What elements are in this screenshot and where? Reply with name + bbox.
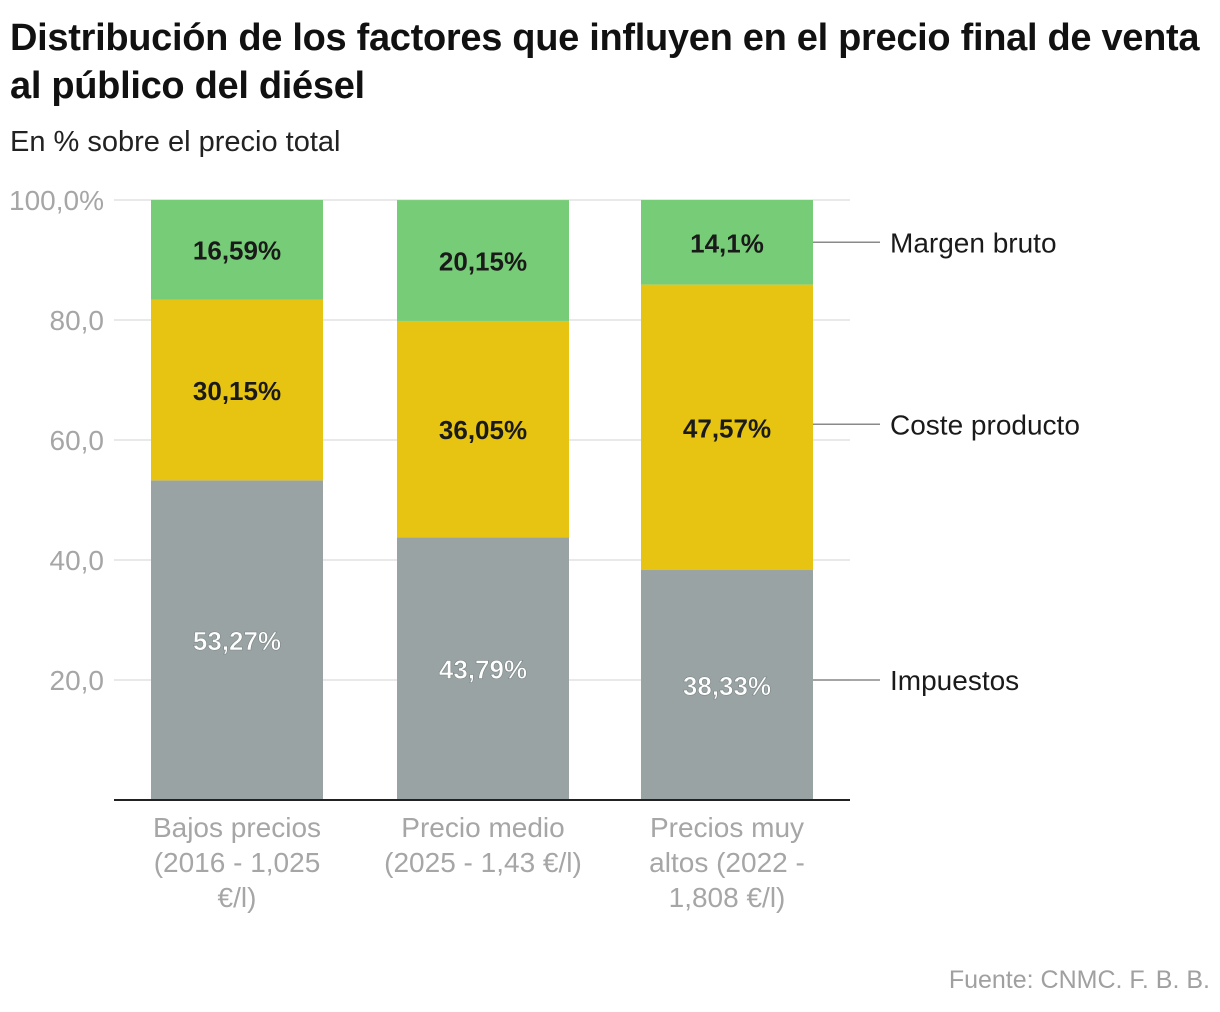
x-tick-label: Precios muy: [650, 812, 804, 843]
y-tick-label: 40,0: [50, 545, 105, 576]
bar-segment: [397, 537, 569, 800]
y-tick-label: 60,0: [50, 425, 105, 456]
bar-value-label: 14,1%: [690, 228, 764, 258]
x-tick-label: altos (2022 -: [649, 847, 805, 878]
chart-title: Distribución de los factores que influye…: [10, 17, 1200, 107]
source-note: Fuente: CNMC. F. B. B.: [948, 966, 1210, 994]
bar-segment: [397, 200, 569, 321]
legend-label: Margen bruto: [890, 227, 1057, 258]
x-tick-label: (2016 - 1,025: [154, 847, 321, 878]
bar-value-label: 38,33%: [683, 671, 771, 701]
x-tick-label: 1,808 €/l): [669, 882, 786, 913]
y-tick-label: 20,0: [50, 665, 105, 696]
bar-value-label: 47,57%: [683, 413, 771, 443]
bar-segment: [151, 299, 323, 481]
bar-segment: [641, 570, 813, 800]
bar-value-label: 43,79%: [439, 655, 527, 685]
legend-label: Coste producto: [890, 409, 1080, 440]
bar-value-label: 30,15%: [193, 376, 281, 406]
bar-segment: [397, 320, 569, 538]
bar-segment: [151, 199, 323, 300]
bar-value-label: 20,15%: [439, 247, 527, 277]
x-tick-label: Bajos precios: [153, 812, 321, 843]
bar-value-label: 36,05%: [439, 415, 527, 445]
legend-label: Impuestos: [890, 665, 1019, 696]
y-tick-label: 100,0%: [9, 185, 104, 216]
bar-segment: [151, 480, 323, 800]
bar-value-label: 16,59%: [193, 236, 281, 266]
x-tick-label: Precio medio: [401, 812, 564, 843]
x-tick-label: €/l): [218, 882, 257, 913]
y-tick-label: 80,0: [50, 305, 105, 336]
chart-subtitle: En % sobre el precio total: [10, 126, 341, 158]
bar-value-label: 53,27%: [193, 626, 281, 656]
x-tick-label: (2025 - 1,43 €/l): [384, 847, 582, 878]
bar-segment: [641, 200, 813, 285]
bar-segment: [641, 284, 813, 571]
